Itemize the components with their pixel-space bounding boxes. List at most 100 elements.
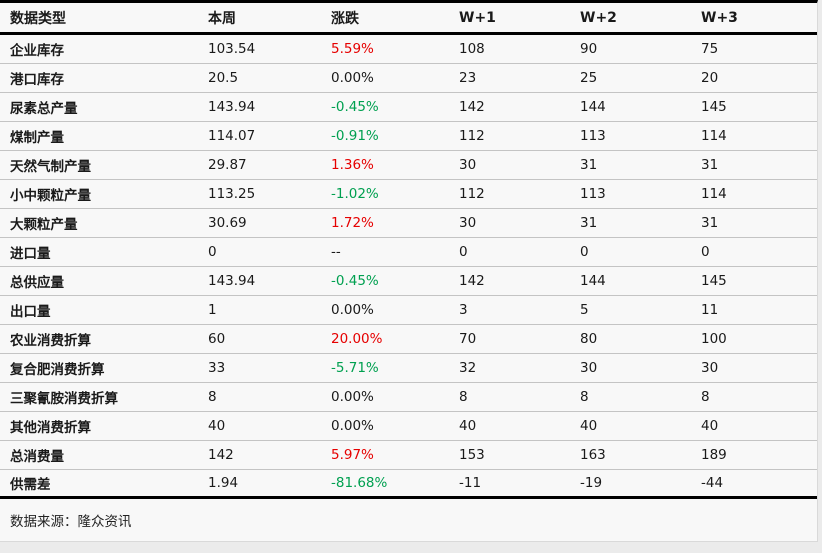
header-cell-2: 涨跌 bbox=[331, 10, 359, 27]
cell-w1: 40 bbox=[459, 418, 477, 434]
table-row: 大颗粒产量 30.69 1.72% 30 31 31 bbox=[0, 209, 817, 238]
cell-w3: 31 bbox=[701, 157, 719, 173]
header-cell-3: W+1 bbox=[459, 9, 496, 26]
cell-this-week: 60 bbox=[208, 331, 226, 347]
cell-w2: 0 bbox=[580, 244, 589, 260]
table-row: 港口库存 20.5 0.00% 23 25 20 bbox=[0, 64, 817, 93]
header-cell-0: 数据类型 bbox=[10, 10, 66, 27]
row-label: 企业库存 bbox=[10, 43, 64, 59]
cell-this-week: 113.25 bbox=[208, 186, 256, 202]
row-label: 总消费量 bbox=[10, 449, 64, 465]
table-row: 总消费量 142 5.97% 153 163 189 bbox=[0, 441, 817, 470]
row-label: 天然气制产量 bbox=[10, 159, 91, 175]
cell-change: 0.00% bbox=[331, 418, 374, 434]
cell-w1: 30 bbox=[459, 157, 477, 173]
cell-this-week: 143.94 bbox=[208, 273, 256, 289]
table-row: 三聚氰胺消费折算 8 0.00% 8 8 8 bbox=[0, 383, 817, 412]
cell-w1: 112 bbox=[459, 128, 485, 144]
cell-w1: 8 bbox=[459, 389, 468, 405]
table-row: 企业库存 103.54 5.59% 108 90 75 bbox=[0, 35, 817, 64]
cell-change: 0.00% bbox=[331, 302, 374, 318]
cell-w3: 8 bbox=[701, 389, 710, 405]
cell-this-week: 103.54 bbox=[208, 41, 256, 57]
cell-change: -0.91% bbox=[331, 128, 379, 144]
cell-w3: 0 bbox=[701, 244, 710, 260]
cell-change: -0.45% bbox=[331, 273, 379, 289]
cell-w1: 153 bbox=[459, 447, 485, 463]
cell-w2: 5 bbox=[580, 302, 589, 318]
data-source-label: 数据来源：隆众资讯 bbox=[10, 514, 132, 530]
cell-w1: 23 bbox=[459, 70, 477, 86]
cell-change: 0.00% bbox=[331, 70, 374, 86]
table-body: 企业库存 103.54 5.59% 108 90 75 港口库存 20.5 0.00% 23 25 2… bbox=[0, 35, 817, 499]
cell-this-week: 20.5 bbox=[208, 70, 239, 86]
cell-w3: 30 bbox=[701, 360, 719, 376]
cell-w1: 0 bbox=[459, 244, 468, 260]
cell-w3: 189 bbox=[701, 447, 727, 463]
cell-w3: 114 bbox=[701, 128, 727, 144]
cell-w3: -44 bbox=[701, 475, 724, 491]
cell-w1: 112 bbox=[459, 186, 485, 202]
data-source-note: 数据来源：隆众资讯 bbox=[0, 499, 817, 541]
row-label: 复合肥消费折算 bbox=[10, 362, 105, 378]
cell-change: 5.59% bbox=[331, 41, 374, 57]
row-label: 煤制产量 bbox=[10, 130, 64, 146]
cell-w2: 163 bbox=[580, 447, 606, 463]
cell-this-week: 142 bbox=[208, 447, 234, 463]
cell-w2: 90 bbox=[580, 41, 598, 57]
cell-w3: 11 bbox=[701, 302, 719, 318]
cell-w2: 113 bbox=[580, 186, 606, 202]
header-cell-4: W+2 bbox=[580, 9, 617, 26]
cell-change: -5.71% bbox=[331, 360, 379, 376]
table-row: 尿素总产量 143.94 -0.45% 142 144 145 bbox=[0, 93, 817, 122]
cell-w2: 144 bbox=[580, 273, 606, 289]
table-row: 进口量 0 -- 0 0 0 bbox=[0, 238, 817, 267]
row-label: 尿素总产量 bbox=[10, 101, 78, 117]
cell-change: -81.68% bbox=[331, 475, 388, 491]
cell-w3: 100 bbox=[701, 331, 727, 347]
row-label: 三聚氰胺消费折算 bbox=[10, 391, 118, 407]
row-label: 其他消费折算 bbox=[10, 420, 91, 436]
cell-w3: 114 bbox=[701, 186, 727, 202]
cell-w3: 31 bbox=[701, 215, 719, 231]
cell-w1: 32 bbox=[459, 360, 477, 376]
cell-change: 5.97% bbox=[331, 447, 374, 463]
table-row: 出口量 1 0.00% 3 5 11 bbox=[0, 296, 817, 325]
cell-w2: 80 bbox=[580, 331, 598, 347]
cell-this-week: 114.07 bbox=[208, 128, 256, 144]
table-row: 小中颗粒产量 113.25 -1.02% 112 113 114 bbox=[0, 180, 817, 209]
cell-this-week: 29.87 bbox=[208, 157, 247, 173]
header-cell-5: W+3 bbox=[701, 9, 738, 26]
row-label: 进口量 bbox=[10, 246, 51, 262]
cell-w1: 30 bbox=[459, 215, 477, 231]
cell-w3: 145 bbox=[701, 273, 727, 289]
cell-w1: 142 bbox=[459, 99, 485, 115]
cell-this-week: 30.69 bbox=[208, 215, 247, 231]
cell-w2: 25 bbox=[580, 70, 598, 86]
table-row: 总供应量 143.94 -0.45% 142 144 145 bbox=[0, 267, 817, 296]
cell-this-week: 33 bbox=[208, 360, 226, 376]
cell-w2: 8 bbox=[580, 389, 589, 405]
cell-w3: 75 bbox=[701, 41, 719, 57]
row-label: 农业消费折算 bbox=[10, 333, 91, 349]
cell-w3: 40 bbox=[701, 418, 719, 434]
header-cell-1: 本周 bbox=[208, 10, 236, 27]
cell-w3: 145 bbox=[701, 99, 727, 115]
cell-change: 0.00% bbox=[331, 389, 374, 405]
cell-w1: -11 bbox=[459, 475, 482, 491]
cell-w2: 30 bbox=[580, 360, 598, 376]
table-row: 复合肥消费折算 33 -5.71% 32 30 30 bbox=[0, 354, 817, 383]
cell-this-week: 1 bbox=[208, 302, 217, 318]
cell-w2: 31 bbox=[580, 157, 598, 173]
table-row: 供需差 1.94 -81.68% -11 -19 -44 bbox=[0, 470, 817, 499]
cell-w2: 113 bbox=[580, 128, 606, 144]
cell-w1: 3 bbox=[459, 302, 468, 318]
table-header-row: 数据类型 本周 涨跌 W+1 W+2 W+3 bbox=[0, 3, 817, 35]
cell-this-week: 1.94 bbox=[208, 475, 239, 491]
cell-w1: 108 bbox=[459, 41, 485, 57]
table-row: 天然气制产量 29.87 1.36% 30 31 31 bbox=[0, 151, 817, 180]
cell-w2: 40 bbox=[580, 418, 598, 434]
cell-w3: 20 bbox=[701, 70, 719, 86]
cell-change: -1.02% bbox=[331, 186, 379, 202]
table-row: 农业消费折算 60 20.00% 70 80 100 bbox=[0, 325, 817, 354]
